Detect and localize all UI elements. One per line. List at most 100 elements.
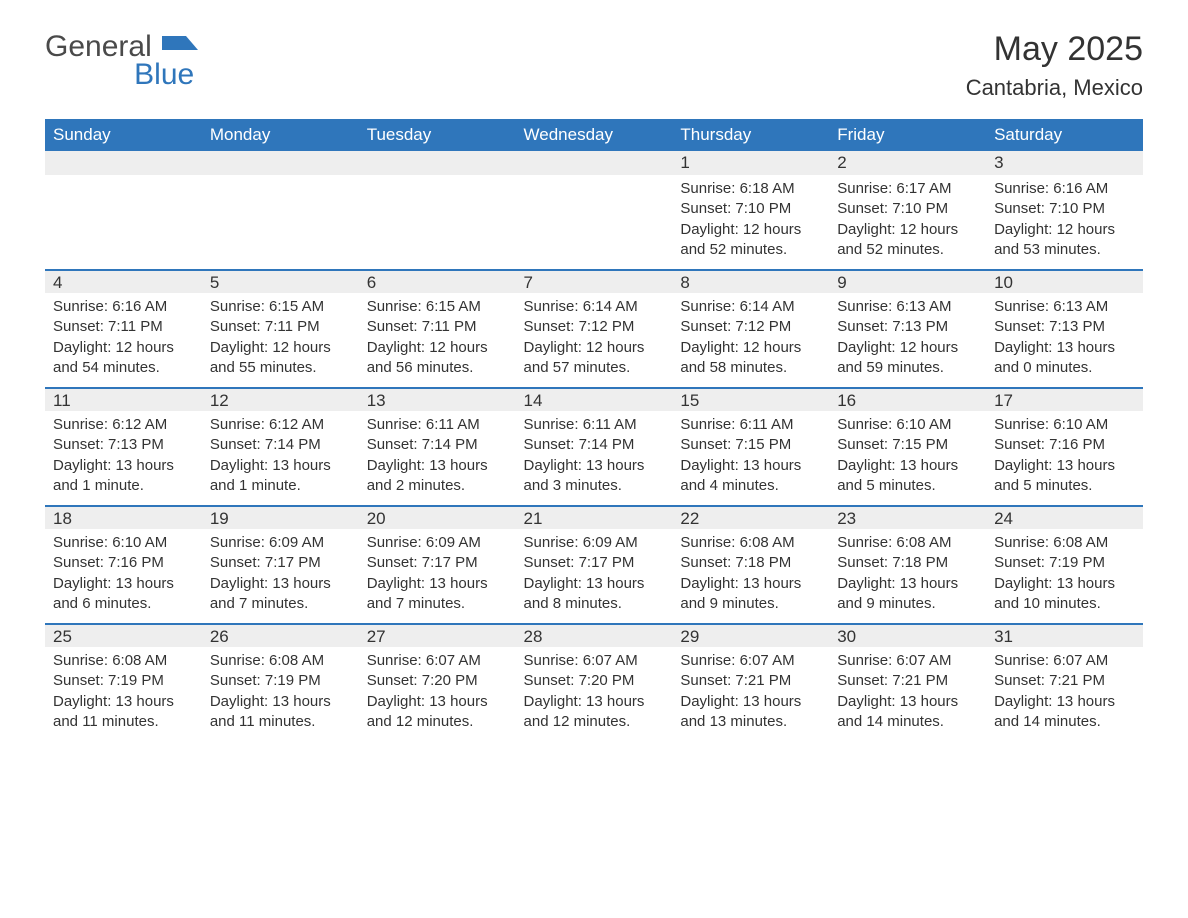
weekday-header: Wednesday <box>516 119 673 151</box>
sunset-line: Sunset: 7:10 PM <box>994 199 1135 219</box>
day-number: 26 <box>202 623 359 647</box>
day-details: Sunrise: 6:12 AMSunset: 7:13 PMDaylight:… <box>45 411 202 504</box>
sunrise-line: Sunrise: 6:15 AM <box>367 297 508 317</box>
calendar-cell: 1Sunrise: 6:18 AMSunset: 7:10 PMDaylight… <box>672 151 829 269</box>
calendar-cell: 25Sunrise: 6:08 AMSunset: 7:19 PMDayligh… <box>45 623 202 741</box>
sunset-line: Sunset: 7:17 PM <box>367 553 508 573</box>
daylight-line: Daylight: 13 hours and 7 minutes. <box>367 574 508 615</box>
day-number: 24 <box>986 505 1143 529</box>
day-details: Sunrise: 6:15 AMSunset: 7:11 PMDaylight:… <box>359 293 516 386</box>
sunset-line: Sunset: 7:15 PM <box>680 435 821 455</box>
sunrise-line: Sunrise: 6:08 AM <box>994 533 1135 553</box>
day-details: Sunrise: 6:11 AMSunset: 7:14 PMDaylight:… <box>359 411 516 504</box>
calendar-cell: 15Sunrise: 6:11 AMSunset: 7:15 PMDayligh… <box>672 387 829 505</box>
sunset-line: Sunset: 7:11 PM <box>53 317 194 337</box>
day-details: Sunrise: 6:13 AMSunset: 7:13 PMDaylight:… <box>829 293 986 386</box>
daylight-line: Daylight: 13 hours and 0 minutes. <box>994 338 1135 379</box>
sunrise-line: Sunrise: 6:10 AM <box>837 415 978 435</box>
sunrise-line: Sunrise: 6:09 AM <box>210 533 351 553</box>
day-number: 14 <box>516 387 673 411</box>
calendar-cell: 27Sunrise: 6:07 AMSunset: 7:20 PMDayligh… <box>359 623 516 741</box>
daylight-line: Daylight: 13 hours and 7 minutes. <box>210 574 351 615</box>
day-number: 18 <box>45 505 202 529</box>
day-number: 31 <box>986 623 1143 647</box>
sunset-line: Sunset: 7:12 PM <box>524 317 665 337</box>
day-details: Sunrise: 6:15 AMSunset: 7:11 PMDaylight:… <box>202 293 359 386</box>
day-number-empty <box>202 151 359 175</box>
sunset-line: Sunset: 7:14 PM <box>524 435 665 455</box>
sunset-line: Sunset: 7:11 PM <box>367 317 508 337</box>
day-number: 15 <box>672 387 829 411</box>
day-number: 28 <box>516 623 673 647</box>
sunset-line: Sunset: 7:18 PM <box>837 553 978 573</box>
day-number: 17 <box>986 387 1143 411</box>
calendar-title: May 2025 <box>966 30 1143 69</box>
calendar-cell: 12Sunrise: 6:12 AMSunset: 7:14 PMDayligh… <box>202 387 359 505</box>
day-number: 29 <box>672 623 829 647</box>
calendar-cell: 7Sunrise: 6:14 AMSunset: 7:12 PMDaylight… <box>516 269 673 387</box>
day-details: Sunrise: 6:09 AMSunset: 7:17 PMDaylight:… <box>516 529 673 622</box>
daylight-line: Daylight: 13 hours and 1 minute. <box>210 456 351 497</box>
sunrise-line: Sunrise: 6:08 AM <box>53 651 194 671</box>
day-details: Sunrise: 6:16 AMSunset: 7:10 PMDaylight:… <box>986 175 1143 268</box>
day-details: Sunrise: 6:10 AMSunset: 7:15 PMDaylight:… <box>829 411 986 504</box>
sunset-line: Sunset: 7:20 PM <box>367 671 508 691</box>
daylight-line: Daylight: 13 hours and 12 minutes. <box>367 692 508 733</box>
day-number: 7 <box>516 269 673 293</box>
sunset-line: Sunset: 7:18 PM <box>680 553 821 573</box>
calendar-cell: 13Sunrise: 6:11 AMSunset: 7:14 PMDayligh… <box>359 387 516 505</box>
day-number: 30 <box>829 623 986 647</box>
sunset-line: Sunset: 7:19 PM <box>994 553 1135 573</box>
daylight-line: Daylight: 13 hours and 9 minutes. <box>837 574 978 615</box>
day-details: Sunrise: 6:09 AMSunset: 7:17 PMDaylight:… <box>359 529 516 622</box>
calendar-cell: 28Sunrise: 6:07 AMSunset: 7:20 PMDayligh… <box>516 623 673 741</box>
sunrise-line: Sunrise: 6:07 AM <box>994 651 1135 671</box>
calendar-cell: 30Sunrise: 6:07 AMSunset: 7:21 PMDayligh… <box>829 623 986 741</box>
logo-word-blue: Blue <box>134 58 194 91</box>
calendar-body: 1Sunrise: 6:18 AMSunset: 7:10 PMDaylight… <box>45 151 1143 741</box>
weekday-header: Saturday <box>986 119 1143 151</box>
daylight-line: Daylight: 12 hours and 52 minutes. <box>837 220 978 261</box>
day-number: 12 <box>202 387 359 411</box>
daylight-line: Daylight: 12 hours and 58 minutes. <box>680 338 821 379</box>
logo-text: General Blue <box>45 30 198 92</box>
sunrise-line: Sunrise: 6:08 AM <box>837 533 978 553</box>
sunset-line: Sunset: 7:16 PM <box>994 435 1135 455</box>
daylight-line: Daylight: 12 hours and 56 minutes. <box>367 338 508 379</box>
calendar-cell: 24Sunrise: 6:08 AMSunset: 7:19 PMDayligh… <box>986 505 1143 623</box>
weekday-header: Monday <box>202 119 359 151</box>
sunrise-line: Sunrise: 6:07 AM <box>837 651 978 671</box>
daylight-line: Daylight: 12 hours and 57 minutes. <box>524 338 665 379</box>
calendar-cell: 14Sunrise: 6:11 AMSunset: 7:14 PMDayligh… <box>516 387 673 505</box>
day-number: 1 <box>672 151 829 175</box>
day-details: Sunrise: 6:10 AMSunset: 7:16 PMDaylight:… <box>45 529 202 622</box>
sunrise-line: Sunrise: 6:09 AM <box>367 533 508 553</box>
calendar-week-row: 1Sunrise: 6:18 AMSunset: 7:10 PMDaylight… <box>45 151 1143 269</box>
calendar-cell: 26Sunrise: 6:08 AMSunset: 7:19 PMDayligh… <box>202 623 359 741</box>
day-details: Sunrise: 6:12 AMSunset: 7:14 PMDaylight:… <box>202 411 359 504</box>
sunset-line: Sunset: 7:21 PM <box>994 671 1135 691</box>
calendar-table: Sunday Monday Tuesday Wednesday Thursday… <box>45 119 1143 741</box>
day-number: 16 <box>829 387 986 411</box>
calendar-week-row: 25Sunrise: 6:08 AMSunset: 7:19 PMDayligh… <box>45 623 1143 741</box>
day-details: Sunrise: 6:08 AMSunset: 7:19 PMDaylight:… <box>986 529 1143 622</box>
sunset-line: Sunset: 7:21 PM <box>837 671 978 691</box>
day-number: 5 <box>202 269 359 293</box>
day-number: 6 <box>359 269 516 293</box>
daylight-line: Daylight: 12 hours and 55 minutes. <box>210 338 351 379</box>
sunrise-line: Sunrise: 6:07 AM <box>524 651 665 671</box>
calendar-cell: 9Sunrise: 6:13 AMSunset: 7:13 PMDaylight… <box>829 269 986 387</box>
sunrise-line: Sunrise: 6:12 AM <box>210 415 351 435</box>
sunset-line: Sunset: 7:12 PM <box>680 317 821 337</box>
day-details: Sunrise: 6:18 AMSunset: 7:10 PMDaylight:… <box>672 175 829 268</box>
day-number: 21 <box>516 505 673 529</box>
sunrise-line: Sunrise: 6:08 AM <box>680 533 821 553</box>
day-details: Sunrise: 6:08 AMSunset: 7:19 PMDaylight:… <box>202 647 359 740</box>
sunset-line: Sunset: 7:19 PM <box>210 671 351 691</box>
day-details: Sunrise: 6:07 AMSunset: 7:21 PMDaylight:… <box>829 647 986 740</box>
day-details: Sunrise: 6:07 AMSunset: 7:21 PMDaylight:… <box>986 647 1143 740</box>
sunset-line: Sunset: 7:21 PM <box>680 671 821 691</box>
calendar-cell <box>45 151 202 269</box>
daylight-line: Daylight: 13 hours and 11 minutes. <box>53 692 194 733</box>
day-number: 13 <box>359 387 516 411</box>
